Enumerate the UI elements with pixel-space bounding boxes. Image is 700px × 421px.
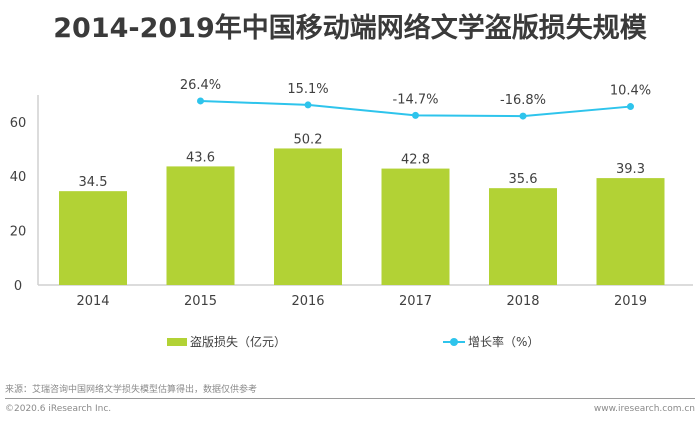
legend-item-growth: 增长率（%） [443, 333, 539, 350]
y-tick-label: 20 [10, 225, 27, 240]
x-tick-labels: 2014 2015 2016 2017 2018 2019 [76, 294, 647, 309]
x-tick-label: 2017 [399, 294, 432, 309]
y-tick-labels: 0 20 40 60 [10, 116, 27, 294]
bar [274, 148, 342, 285]
bar-data-label: 35.6 [509, 172, 538, 187]
growth-data-label: -16.8% [500, 93, 546, 108]
bar-data-label: 34.5 [79, 175, 108, 190]
growth-data-label: -14.7% [393, 92, 439, 107]
legend-line-label: 增长率（%） [468, 335, 540, 349]
bar [489, 188, 557, 285]
bar [596, 178, 665, 285]
x-tick-label: 2015 [184, 294, 217, 309]
legend-bar-swatch [167, 337, 187, 346]
bar-data-label: 42.8 [401, 153, 430, 168]
legend-item-loss: 盗版损失（亿元） [167, 333, 286, 350]
legend-line-marker-icon [443, 337, 465, 347]
x-tick-label: 2018 [506, 294, 539, 309]
copyright-text: ©2020.6 iResearch Inc. [5, 404, 112, 414]
source-note: 来源：艾瑞咨询中国网络文学损失模型估算得出，数据仅供参考 [5, 385, 258, 395]
growth-point [627, 103, 634, 111]
bar [381, 168, 450, 285]
legend-bar-label: 盗版损失（亿元） [190, 335, 287, 349]
x-tick-label: 2016 [291, 294, 324, 309]
footer-divider [5, 398, 695, 399]
growth-point [519, 112, 527, 120]
growth-data-labels: 26.4% 15.1% -14.7% -16.8% 10.4% [180, 78, 651, 108]
growth-data-label: 10.4% [610, 84, 651, 99]
y-tick-label: 60 [10, 116, 27, 131]
growth-line-series [197, 97, 634, 120]
bar-series [59, 148, 665, 285]
y-tick-label: 0 [14, 279, 22, 294]
growth-point [412, 111, 419, 119]
growth-point [197, 97, 204, 105]
bar-data-label: 50.2 [294, 132, 323, 147]
bar-data-label: 39.3 [616, 162, 645, 177]
x-tick-label: 2019 [614, 294, 647, 309]
growth-data-label: 15.1% [287, 82, 328, 97]
bar [59, 191, 127, 285]
chart-title: 2014-2019年中国移动端网络文学盗版损失规模 [53, 13, 647, 44]
bar [166, 166, 235, 285]
growth-point [304, 101, 312, 109]
website-link[interactable]: www.iresearch.com.cn [593, 404, 695, 414]
bar-data-labels: 34.5 43.6 50.2 42.8 35.6 39.3 [79, 132, 645, 190]
y-tick-label: 40 [10, 170, 27, 185]
bar-data-label: 43.6 [186, 150, 215, 165]
x-tick-label: 2014 [76, 294, 109, 309]
growth-data-label: 26.4% [180, 78, 221, 93]
